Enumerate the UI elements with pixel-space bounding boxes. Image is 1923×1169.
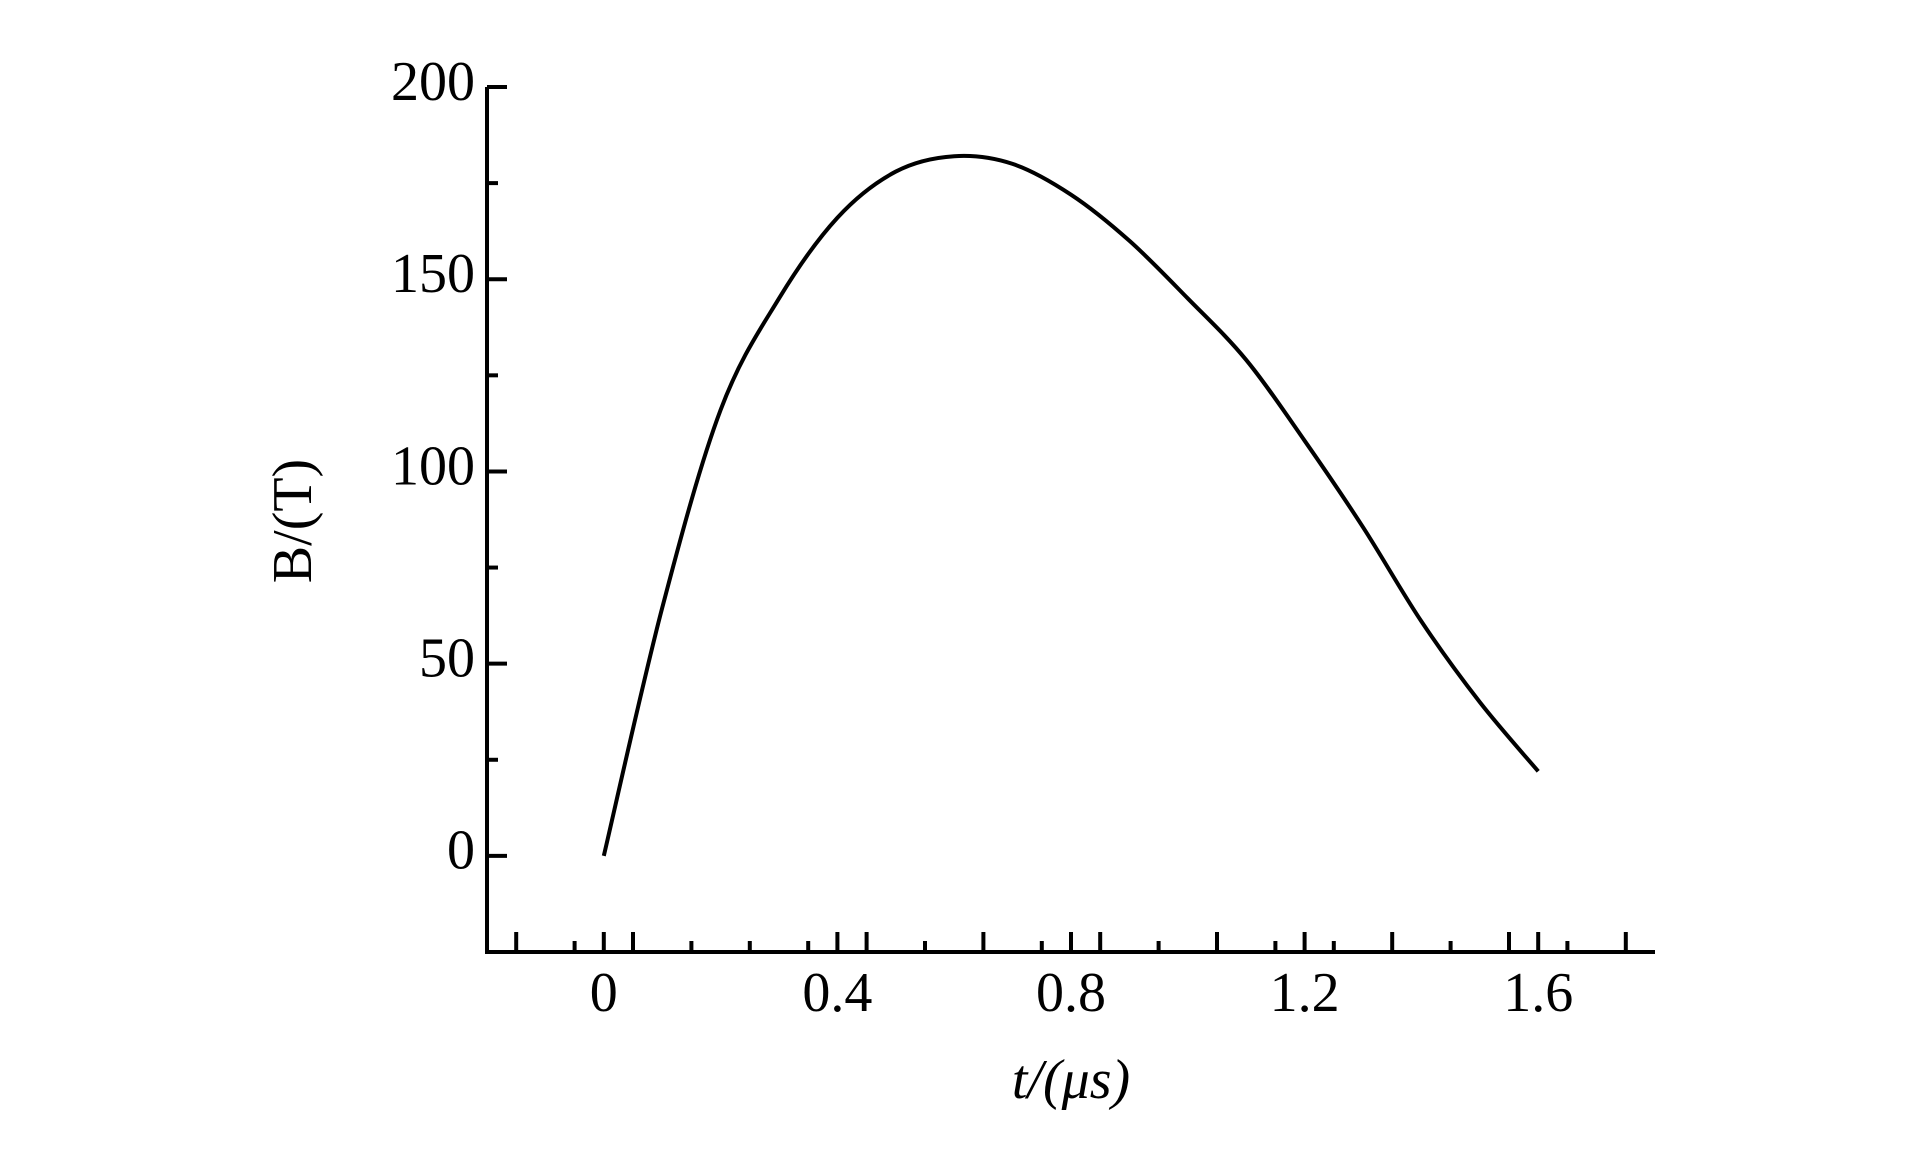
y-tick-label: 100 [391, 435, 475, 497]
x-tick-label: 0.8 [1036, 962, 1106, 1024]
y-tick-label: 200 [391, 51, 475, 113]
x-tick-label: 1.6 [1503, 962, 1573, 1024]
x-tick-label: 1.2 [1270, 962, 1340, 1024]
y-tick-label: 50 [419, 628, 475, 690]
x-axis-label: t/(μs) [1012, 1049, 1130, 1111]
y-tick-label: 150 [391, 243, 475, 305]
line-series [601, 153, 1540, 857]
y-axis-label: B/(T) [262, 459, 324, 583]
x-tick-label: 0.4 [802, 962, 872, 1024]
x-tick-label: 0 [590, 962, 618, 1024]
y-tick-label: 0 [447, 820, 475, 882]
axes [485, 87, 1655, 954]
